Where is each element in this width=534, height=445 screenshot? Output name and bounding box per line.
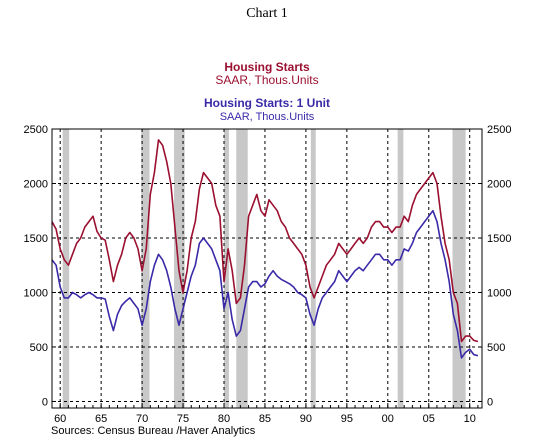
legend-entry-housing-starts-1-unit: Housing Starts: 1 Unit bbox=[203, 96, 330, 110]
recession-band-3 bbox=[224, 129, 229, 408]
legend-entry-housing-starts: Housing Starts bbox=[224, 60, 310, 74]
x-tick-label-65: 65 bbox=[95, 413, 107, 425]
x-axis-labels: 60 65 70 75 80 85 90 95 00 05 10 bbox=[54, 413, 476, 425]
series-line-housing-starts bbox=[51, 139, 479, 343]
x-tick-label-05: 05 bbox=[423, 413, 435, 425]
recession-band-1 bbox=[141, 129, 150, 408]
y-tick-label-left-2000: 2000 bbox=[24, 178, 48, 190]
x-tick-label-10: 10 bbox=[464, 413, 476, 425]
recession-shading bbox=[62, 129, 466, 408]
chart-title: Chart 1 bbox=[246, 6, 288, 21]
y-axis-left-labels: 0 500 1000 1500 2000 2500 bbox=[24, 124, 48, 408]
x-tick-label-85: 85 bbox=[259, 413, 271, 425]
y-tick-label-right-1500: 1500 bbox=[487, 233, 511, 245]
y-tick-label-left-1500: 1500 bbox=[24, 233, 48, 245]
axis-ticks bbox=[51, 128, 482, 408]
recession-band-4 bbox=[236, 129, 248, 408]
y-tick-label-left-500: 500 bbox=[30, 342, 48, 354]
plot-frame bbox=[51, 128, 483, 409]
y-tick-label-left-0: 0 bbox=[42, 396, 48, 408]
y-tick-label-left-2500: 2500 bbox=[24, 124, 48, 136]
recession-band-7 bbox=[452, 129, 466, 408]
series-lines bbox=[51, 139, 479, 359]
x-tick-label-80: 80 bbox=[218, 413, 230, 425]
legend-unit-housing-starts: SAAR, Thous.Units bbox=[215, 73, 319, 87]
y-axis-right-labels: 0 500 1000 1500 2000 2500 bbox=[487, 124, 511, 408]
y-tick-label-right-0: 0 bbox=[487, 396, 493, 408]
recession-band-5 bbox=[310, 129, 316, 408]
y-tick-label-right-2000: 2000 bbox=[487, 178, 511, 190]
x-tick-label-95: 95 bbox=[341, 413, 353, 425]
recession-band-6 bbox=[397, 129, 404, 408]
y-tick-label-right-2500: 2500 bbox=[487, 124, 511, 136]
x-tick-label-70: 70 bbox=[136, 413, 148, 425]
x-tick-label-00: 00 bbox=[382, 413, 394, 425]
y-tick-label-left-1000: 1000 bbox=[24, 287, 48, 299]
legend-unit-housing-starts-1-unit: SAAR, Thous.Units bbox=[219, 111, 315, 123]
source-note: Sources: Census Bureau /Haver Analytics bbox=[51, 425, 256, 437]
x-tick-label-60: 60 bbox=[54, 413, 66, 425]
x-tick-label-90: 90 bbox=[300, 413, 312, 425]
recession-band-0 bbox=[62, 129, 70, 408]
y-tick-label-right-500: 500 bbox=[487, 342, 505, 354]
x-tick-label-75: 75 bbox=[177, 413, 189, 425]
series-line-housing-starts-1-unit bbox=[51, 209, 479, 359]
y-tick-label-right-1000: 1000 bbox=[487, 287, 511, 299]
